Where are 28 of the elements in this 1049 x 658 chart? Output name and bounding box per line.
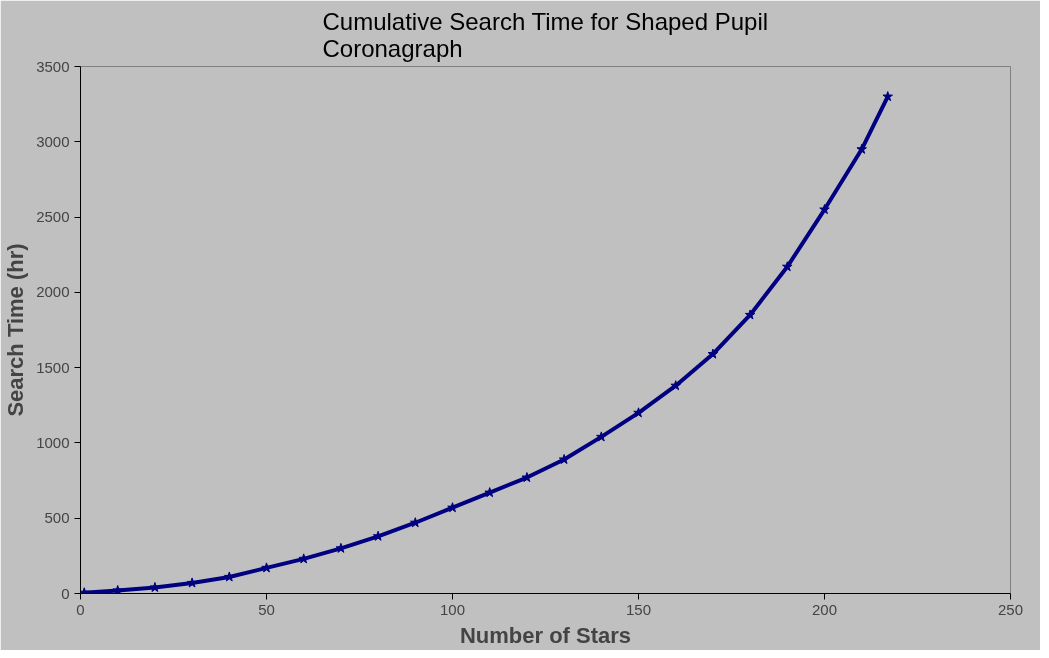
point (670, 380, 681, 391)
y-tick-label: 1000 (36, 433, 70, 451)
x-tick-label: 200 (811, 600, 838, 618)
point (484, 487, 495, 498)
x-tick-label: 100 (439, 600, 466, 618)
point (856, 143, 867, 154)
y-axis-title: Search Time (hr) (3, 243, 29, 417)
x-tick-label: 150 (625, 600, 652, 618)
point (744, 309, 756, 320)
point (819, 204, 830, 215)
point (707, 348, 719, 359)
point (112, 584, 123, 594)
chart-title: Cumulative Search Time for Shaped Pupil Coronagraph (322, 7, 769, 62)
point (782, 261, 793, 272)
point (882, 91, 893, 102)
y-tick-label: 0 (61, 584, 70, 602)
y-tick-label: 2500 (36, 208, 70, 226)
point (596, 431, 607, 442)
y-tick-label: 1500 (36, 358, 70, 376)
x-tick-label: 50 (258, 600, 275, 618)
y-tick-label: 2000 (36, 283, 70, 301)
point (633, 407, 644, 418)
x-tick-label: 0 (76, 600, 85, 618)
x-axis-title: Number of Stars (459, 622, 632, 648)
y-tick-label: 3500 (36, 57, 70, 75)
y-tick-label: 3000 (36, 132, 70, 150)
y-tick-label: 500 (44, 509, 70, 527)
x-tick-label: 250 (997, 600, 1024, 618)
